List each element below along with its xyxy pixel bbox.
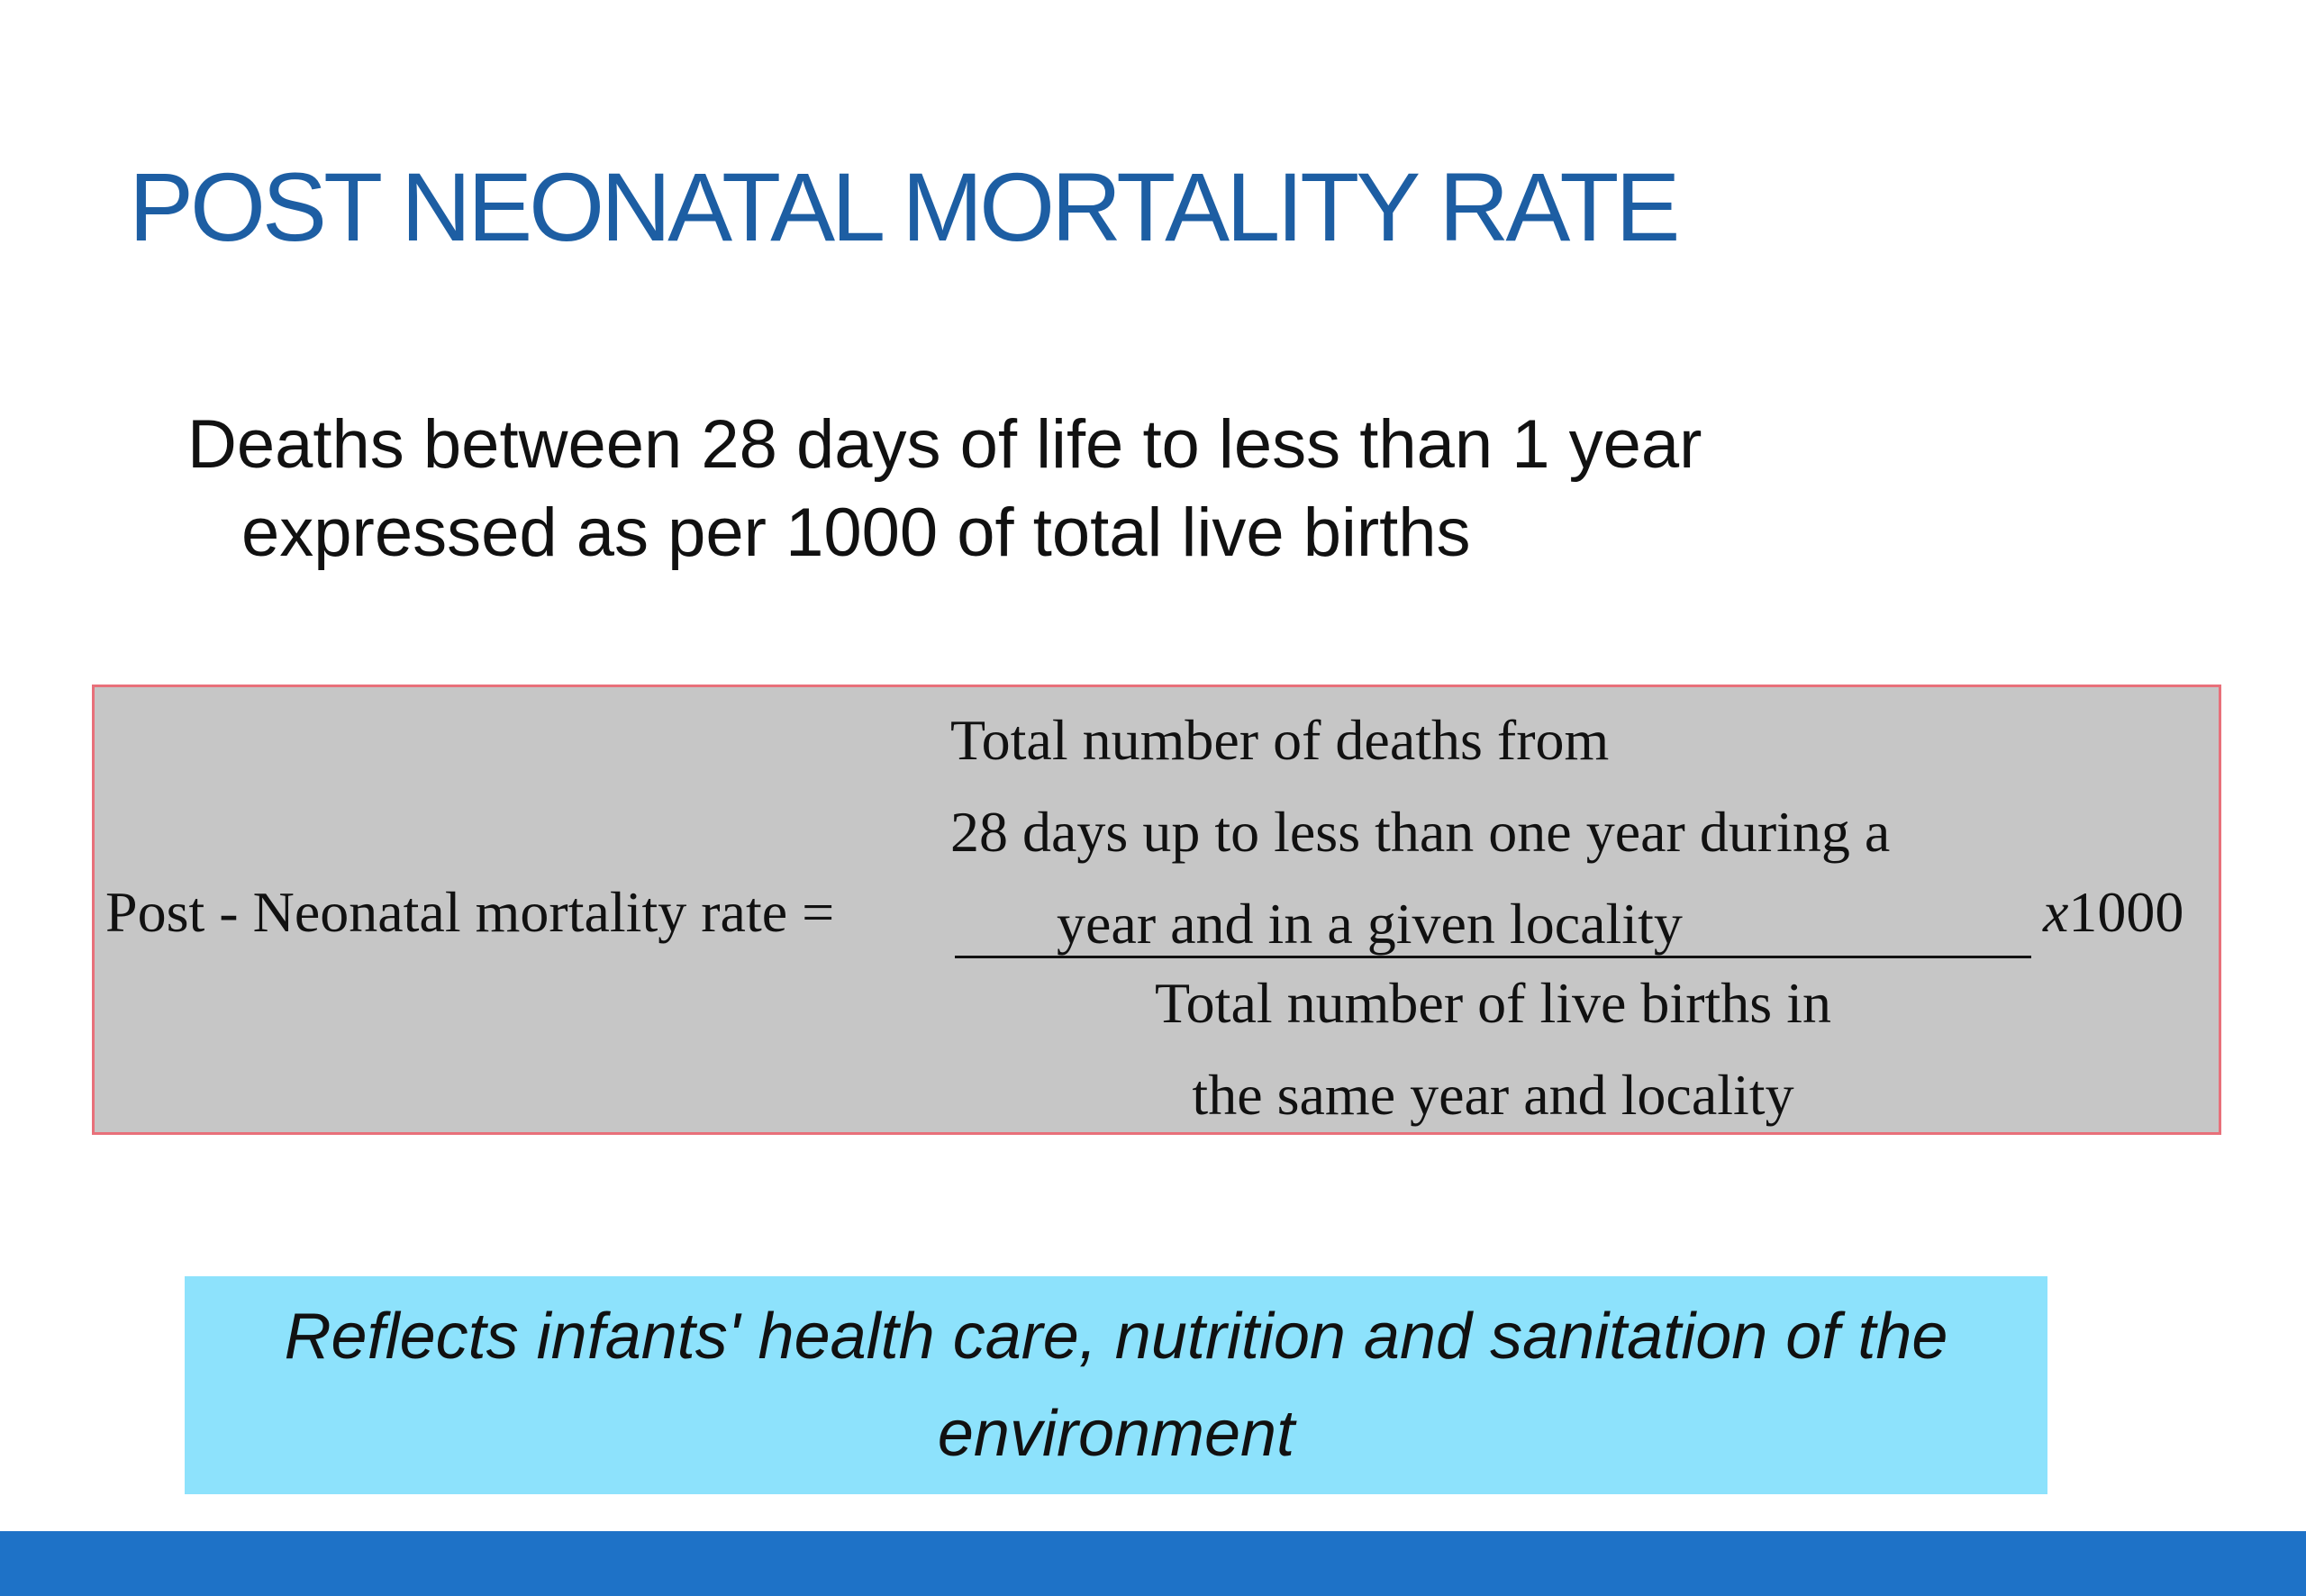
footer-bar [0, 1531, 2306, 1596]
formula-lhs: Post - Neonatal mortality rate = [105, 880, 835, 944]
formula-denominator: Total number of live births in the same … [955, 957, 2031, 1141]
numerator-line-2: 28 days up to less than one year during … [950, 800, 1891, 864]
definition-text: Deaths between 28 days of life to less t… [187, 401, 1989, 577]
formula-numerator: Total number of deaths from 28 days up t… [950, 694, 2058, 970]
formula-box: Post - Neonatal mortality rate = Total n… [92, 685, 2221, 1135]
formula-multiplier: x1000 [2043, 879, 2183, 946]
note-line-1: Reflects infants' health care, nutrition… [284, 1301, 1948, 1373]
denominator-line-1: Total number of live births in [1155, 971, 1831, 1035]
multiplier-value: 1000 [2068, 880, 2184, 944]
fraction-bar [955, 956, 2031, 958]
note-box: Reflects infants' health care, nutrition… [185, 1276, 2047, 1494]
multiplier-symbol: x [2043, 880, 2069, 944]
definition-line-1: Deaths between 28 days of life to less t… [187, 406, 1702, 483]
note-line-2: environment [937, 1398, 1295, 1470]
numerator-line-1: Total number of deaths from [950, 708, 1610, 772]
definition-line-2: expressed as per 1000 of total live birt… [241, 494, 1471, 571]
slide-title: POST NEONATAL MORTALITY RATE [129, 152, 1680, 261]
numerator-line-3: year and in a given locality [1057, 892, 1683, 956]
denominator-line-2: the same year and locality [1192, 1063, 1794, 1127]
